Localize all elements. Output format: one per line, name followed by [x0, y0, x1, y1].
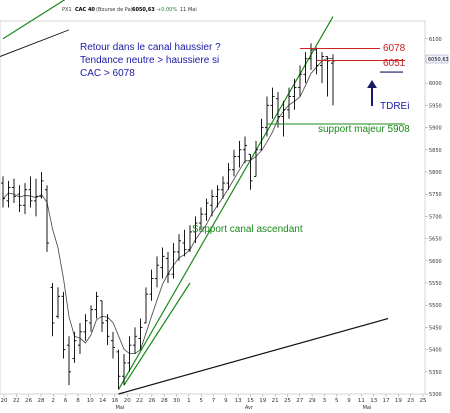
x-tick-label: 22 [136, 398, 143, 404]
y-tick-label: 5300 [429, 392, 442, 398]
x-tick-label: 26 [148, 398, 155, 404]
trendline-lower-channel [118, 317, 389, 395]
x-tick-label: 30 [173, 398, 180, 404]
x-tick-label: 22 [13, 398, 20, 404]
x-tick-label: 5 [335, 398, 339, 404]
trendline-upper-black [0, 29, 70, 57]
x-tick-label: 5 [199, 398, 203, 404]
x-tick-label: 9 [347, 398, 351, 404]
y-tick-label: 5450 [429, 325, 442, 331]
header-date: 11 Mai [180, 7, 197, 13]
annotation-line-2: Tendance neutre > haussiere si [80, 55, 219, 66]
price-levels [267, 48, 405, 125]
y-tick-label: 5550 [429, 281, 442, 287]
annotation-level-high: 6078 [383, 43, 406, 54]
x-axis: 20 22 26 28 2 6 8 10 14 16 20 22 26 28 30 1 5 7 9 13 15 19 21 2… [1, 394, 427, 411]
x-tick-label: 28 [37, 398, 44, 404]
x-tick-label: 20 [124, 398, 131, 404]
x-tick-label: 6 [64, 398, 68, 404]
annotation-title: Retour dans le canal haussier ? Tendance… [80, 42, 221, 79]
x-tick-label: 29 [309, 398, 316, 404]
y-tick-label: 6000 [429, 81, 442, 87]
trendline-upper-channel [2, 0, 66, 40]
up-arrow-icon [367, 80, 377, 106]
chart-header: PX1 CAC 40 (Bourse de Pa) 6050,63 +0,00%… [62, 7, 197, 13]
x-tick-label: 13 [370, 398, 377, 404]
x-tick-label: 19 [395, 398, 402, 404]
last-price-badge-text: 6050,63 [428, 57, 449, 63]
trendlines [0, 0, 389, 395]
annotation-line-3: CAC > 6078 [80, 68, 135, 79]
header-name: CAC 40 [75, 7, 95, 13]
x-tick-label: 25 [284, 398, 291, 404]
y-tick-label: 5900 [429, 126, 442, 132]
x-tick-label: 2 [52, 398, 56, 404]
x-tick-label: 15 [247, 398, 254, 404]
x-tick-label: 25 [420, 398, 427, 404]
x-tick-label: 27 [296, 398, 303, 404]
ohlc-bars [1, 43, 335, 390]
trendline-support-channel [117, 16, 334, 390]
x-tick-label: 9 [224, 398, 228, 404]
x-tick-label: 1 [187, 398, 191, 404]
x-tick-label: 13 [235, 398, 242, 404]
x-tick-label: 11 [358, 398, 365, 404]
y-tick-label: 5950 [429, 103, 442, 109]
x-tick-label: 10 [87, 398, 94, 404]
y-tick-label: 6100 [429, 37, 442, 43]
x-month-label: Mai [363, 405, 372, 411]
header-exchange: (Bourse de Pa) [96, 7, 133, 13]
trendline-support-channel-short [123, 282, 191, 386]
y-tick-label: 5400 [429, 348, 442, 354]
x-tick-label: 8 [76, 398, 80, 404]
x-tick-label: 28 [161, 398, 168, 404]
x-tick-label: 7 [212, 398, 216, 404]
last-price-badge: 6050,63 [425, 54, 449, 64]
y-tick-label: 5600 [429, 259, 442, 265]
y-tick-label: 5750 [429, 192, 442, 198]
x-tick-label: 14 [99, 398, 106, 404]
y-tick-label: 5800 [429, 170, 442, 176]
y-tick-label: 5500 [429, 303, 442, 309]
header-symbol: PX1 [62, 7, 72, 13]
annotation-line-1: Retour dans le canal haussier ? [80, 42, 221, 53]
x-tick-label: 20 [1, 398, 8, 404]
annotation-support-canal: Support canal ascendant [192, 224, 303, 235]
x-tick-label: 17 [383, 398, 390, 404]
header-last-value: 6050,63 [132, 7, 155, 13]
annotation-tdrei: TDREi [380, 101, 409, 112]
x-tick-label: 19 [259, 398, 266, 404]
y-tick-label: 5850 [429, 148, 442, 154]
x-tick-label: 21 [272, 398, 279, 404]
x-tick-label: 16 [111, 398, 118, 404]
header-change: +0,00% [157, 7, 177, 13]
annotation-support-majeur: support majeur 5908 [318, 124, 410, 135]
x-tick-label: 3 [323, 398, 327, 404]
annotation-level-mid: 6051 [383, 58, 406, 69]
plot-frame [0, 20, 426, 395]
y-axis: 5300 5350 5400 5450 5500 5550 5600 5650 5700 5750… [425, 37, 442, 398]
x-tick-label: 26 [25, 398, 32, 404]
y-tick-label: 5700 [429, 214, 442, 220]
x-tick-label: 23 [407, 398, 414, 404]
x-month-label: Avr [245, 405, 254, 411]
x-month-label: Mai [116, 405, 125, 411]
y-tick-label: 5350 [429, 370, 442, 376]
y-tick-label: 5650 [429, 237, 442, 243]
